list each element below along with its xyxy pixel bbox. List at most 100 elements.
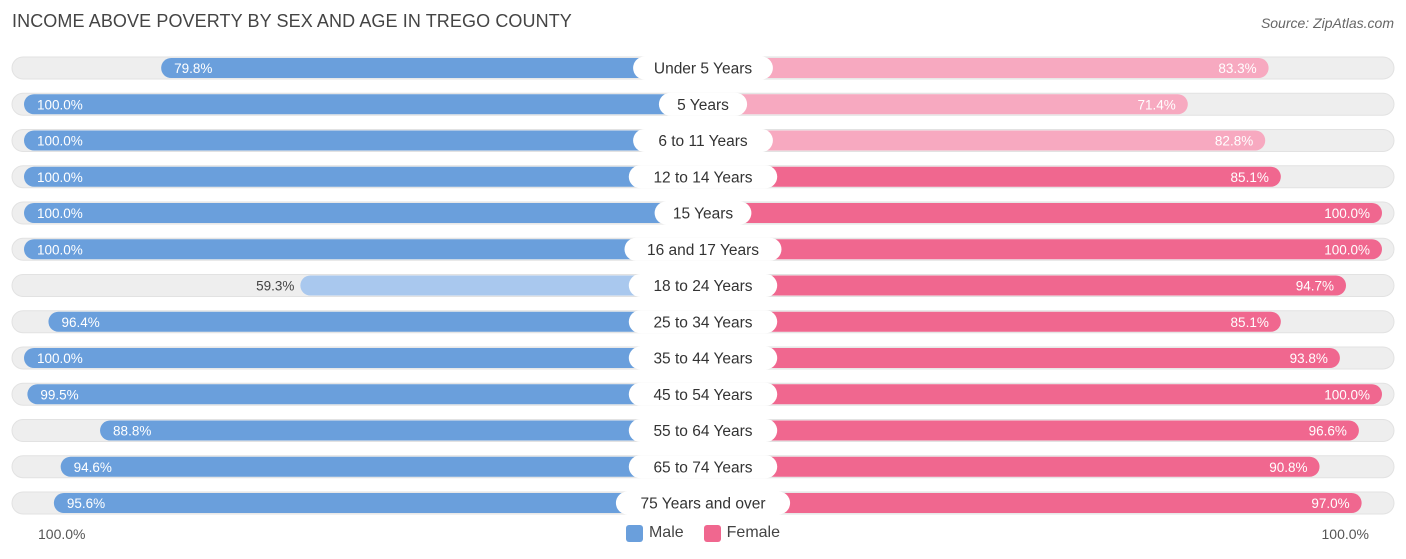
bar-female [703, 348, 1340, 368]
bar-female [703, 493, 1362, 513]
category-label: 75 Years and over [641, 496, 766, 513]
category-pill [628, 274, 778, 297]
value-label-male: 100.0% [37, 134, 83, 149]
chart-title: INCOME ABOVE POVERTY BY SEX AND AGE IN T… [12, 11, 572, 31]
category-label: 55 to 64 Years [653, 423, 752, 440]
bar-female [703, 456, 1320, 477]
axis-right-label: 100.0% [1321, 526, 1369, 542]
bar-female [703, 311, 1281, 332]
chart-row: 99.5% 100.0% 45 to 54 Years [11, 382, 1395, 406]
value-label-male: 100.0% [37, 97, 83, 112]
value-label-male: 100.0% [37, 351, 83, 366]
bar-male [24, 239, 703, 260]
category-label: 25 to 34 Years [653, 314, 752, 331]
category-pill [628, 419, 778, 442]
chart-row: 95.6% 97.0% 75 Years and over [11, 491, 1395, 515]
chart-row: 100.0% 100.0% 16 and 17 Years [11, 237, 1395, 261]
category-label: 6 to 11 Years [658, 133, 748, 150]
bar-female [703, 239, 1382, 260]
bar-male [27, 384, 703, 405]
bar-male [24, 130, 703, 151]
legend-item-female: Female [703, 524, 781, 542]
chart-row: 88.8% 96.6% 55 to 64 Years [11, 419, 1395, 442]
category-pill [658, 92, 748, 116]
category-label: 5 Years [677, 97, 729, 114]
bar-female [703, 275, 1347, 296]
category-label: 16 and 17 Years [647, 242, 759, 259]
chart-row: 100.0% 100.0% 15 Years [11, 201, 1395, 225]
bar-male [53, 493, 704, 513]
category-label: 12 to 14 Years [653, 169, 752, 186]
bar-male [100, 420, 704, 441]
category-label: Under 5 Years [654, 61, 752, 78]
chart-row: 100.0% 82.8% 6 to 11 Years [11, 129, 1395, 152]
value-label-female: 97.0% [1311, 496, 1349, 511]
value-label-male: 79.8% [174, 61, 212, 76]
bar-female [703, 130, 1266, 151]
value-label-female: 71.4% [1138, 97, 1176, 112]
value-label-female: 100.0% [1324, 242, 1370, 257]
value-label-female: 96.6% [1309, 424, 1347, 439]
legend-item-male: Male [625, 524, 684, 542]
chart-row: 100.0% 71.4% 5 Years [11, 92, 1395, 116]
value-label-male: 95.6% [67, 496, 105, 511]
category-pill [628, 346, 778, 370]
bar-female [703, 58, 1269, 78]
value-label-female: 82.8% [1215, 134, 1253, 149]
category-pill [615, 491, 791, 515]
bar-female [703, 384, 1382, 405]
value-label-female: 94.7% [1296, 279, 1334, 294]
bar-female [703, 166, 1281, 187]
chart-row: 100.0% 93.8% 35 to 44 Years [11, 346, 1395, 370]
value-label-male: 99.5% [40, 387, 78, 402]
chart-row: 100.0% 85.1% 12 to 14 Years [11, 165, 1395, 189]
value-label-male: 100.0% [37, 206, 83, 221]
value-label-female: 85.1% [1231, 315, 1269, 330]
chart-row: 96.4% 85.1% 25 to 34 Years [11, 310, 1395, 334]
category-label: 18 to 24 Years [653, 278, 752, 295]
chart-row: 79.8% 83.3% Under 5 Years [11, 56, 1395, 80]
category-pill [633, 56, 773, 80]
bar-male [24, 94, 703, 115]
legend-swatch-male [625, 524, 643, 542]
value-label-male: 100.0% [37, 170, 83, 185]
bar-female [703, 203, 1382, 223]
bar-male [48, 311, 704, 332]
category-label: 35 to 44 Years [653, 351, 752, 368]
category-label: 15 Years [673, 206, 734, 223]
value-label-female: 83.3% [1218, 61, 1256, 76]
bar-male [24, 203, 703, 223]
legend-label-female: Female [726, 524, 781, 541]
axis-left-label: 100.0% [38, 526, 86, 542]
bar-female [703, 420, 1359, 441]
chart-row: 94.6% 90.8% 65 to 74 Years [11, 455, 1395, 479]
value-label-male: 59.3% [256, 279, 294, 294]
chart-area: 79.8% 83.3% Under 5 Years 100.0% 71.4% 5 Year… [11, 56, 1395, 515]
category-label: 65 to 74 Years [653, 459, 752, 476]
value-label-female: 100.0% [1324, 387, 1370, 402]
category-label: 45 to 54 Years [653, 387, 752, 404]
category-pill [654, 201, 752, 225]
bar-male [24, 348, 703, 368]
value-label-female: 100.0% [1324, 206, 1370, 221]
category-pill [633, 129, 773, 152]
bar-female [703, 94, 1188, 115]
value-label-male: 94.6% [74, 460, 112, 475]
value-label-female: 85.1% [1231, 170, 1269, 185]
bar-male [300, 275, 703, 296]
category-pill [628, 165, 778, 189]
category-pill [628, 382, 778, 406]
bar-male [60, 456, 703, 477]
bar-male [24, 166, 703, 187]
category-pill [628, 455, 778, 479]
category-pill [624, 237, 782, 261]
legend-label-male: Male [648, 524, 684, 541]
value-label-female: 93.8% [1290, 351, 1328, 366]
category-pill [628, 310, 778, 334]
legend-swatch-female [703, 524, 721, 542]
value-label-male: 100.0% [37, 242, 83, 257]
legend: Male Female [0, 524, 1406, 542]
bar-male [161, 58, 703, 78]
value-label-female: 90.8% [1269, 460, 1307, 475]
value-label-male: 96.4% [61, 315, 99, 330]
